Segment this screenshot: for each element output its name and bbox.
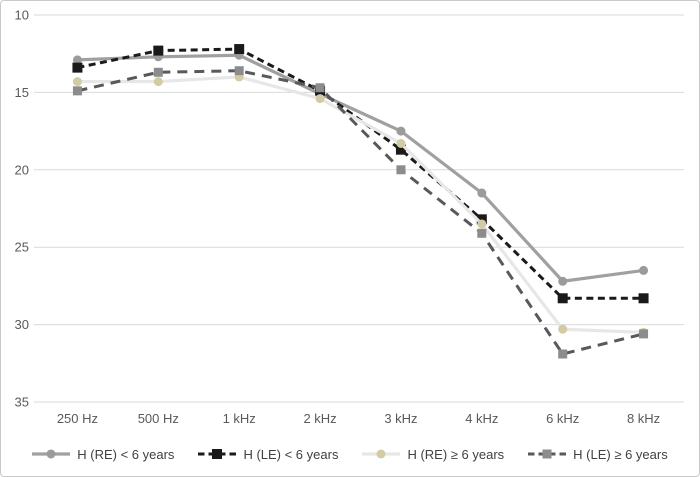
data-point-marker — [558, 276, 568, 286]
y-tick-label: 30 — [15, 317, 29, 332]
data-point-marker — [315, 94, 325, 104]
x-category-label: 250 Hz — [57, 411, 98, 426]
data-point-marker — [153, 45, 164, 56]
x-category-label: 500 Hz — [138, 411, 179, 426]
data-point-marker — [638, 293, 649, 304]
x-category-label: 2 kHz — [303, 411, 336, 426]
legend-swatch — [32, 449, 71, 459]
legend-swatch — [362, 449, 401, 459]
data-point-marker — [477, 188, 487, 198]
y-tick-label: 15 — [15, 85, 29, 100]
legend-marker-sample — [542, 449, 552, 459]
data-point-marker — [234, 44, 245, 55]
data-point-marker — [477, 228, 487, 238]
data-point-marker — [72, 86, 82, 96]
legend-swatch — [198, 449, 237, 459]
legend-item-3: H (RE) ≥ 6 years — [362, 447, 504, 462]
data-point-marker — [639, 329, 649, 339]
legend-marker-sample — [46, 449, 56, 459]
legend-label: H (LE) < 6 years — [243, 446, 339, 462]
data-point-marker — [396, 165, 406, 175]
data-point-marker — [72, 77, 82, 87]
data-point-marker — [72, 55, 82, 65]
data-point-marker — [234, 66, 244, 76]
legend-label: H (RE) < 6 years — [77, 446, 175, 462]
line-chart: 10 15 20 25 30 35 250 Hz 500 Hz 1 kHz 2 kHz 3 kHz 4… — [15, 8, 684, 426]
legend-label: H (RE) ≥ 6 years — [407, 446, 505, 462]
legend-swatch — [528, 449, 567, 459]
series-line-3 — [77, 75, 644, 334]
data-point-marker — [153, 67, 163, 77]
legend-label: H (LE) ≥ 6 years — [573, 446, 668, 462]
x-category-label: 3 kHz — [384, 411, 417, 426]
series-line-1 — [77, 53, 644, 283]
series-line-4 — [77, 69, 644, 356]
data-point-marker — [476, 214, 487, 225]
legend-marker-sample — [376, 449, 386, 459]
series-line-2 — [77, 47, 644, 300]
y-tick-label: 20 — [15, 162, 29, 177]
data-point-marker — [558, 349, 568, 359]
data-point-marker — [396, 126, 406, 136]
data-point-marker — [639, 265, 649, 275]
legend-item-2: H (LE) < 6 years — [198, 447, 338, 462]
y-tick-label: 35 — [15, 395, 29, 410]
data-point-marker — [558, 324, 568, 334]
data-point-marker — [396, 138, 406, 148]
legend-marker-sample — [212, 449, 223, 459]
x-category-label: 1 kHz — [223, 411, 256, 426]
legend: H (RE) < 6 years H (LE) < 6 years H (RE) ≥… — [1, 441, 699, 467]
x-category-label: 6 kHz — [546, 411, 579, 426]
legend-item-1: H (RE) < 6 years — [32, 447, 174, 462]
y-tick-label: 25 — [15, 240, 29, 255]
data-point-marker — [315, 83, 325, 93]
data-point-marker — [557, 293, 568, 304]
y-tick-label: 10 — [15, 8, 29, 23]
data-point-marker — [395, 144, 406, 155]
data-point-marker — [153, 77, 163, 87]
data-point-marker — [477, 219, 487, 229]
data-point-marker — [72, 62, 83, 73]
x-category-label: 8 kHz — [627, 411, 660, 426]
legend-item-4: H (LE) ≥ 6 years — [528, 447, 668, 462]
x-category-label: 4 kHz — [465, 411, 498, 426]
